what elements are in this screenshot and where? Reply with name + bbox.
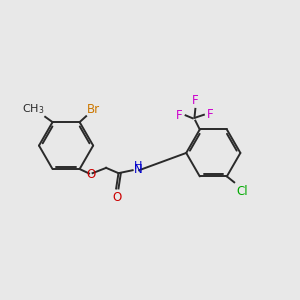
Text: F: F [192, 94, 199, 106]
Text: O: O [86, 168, 95, 181]
Text: F: F [206, 108, 213, 121]
Text: O: O [112, 191, 122, 204]
Text: CH$_3$: CH$_3$ [22, 102, 45, 116]
Text: F: F [176, 109, 182, 122]
Text: H: H [134, 161, 142, 171]
Text: Cl: Cl [236, 185, 248, 198]
Text: N: N [134, 164, 143, 176]
Text: Br: Br [87, 103, 100, 116]
